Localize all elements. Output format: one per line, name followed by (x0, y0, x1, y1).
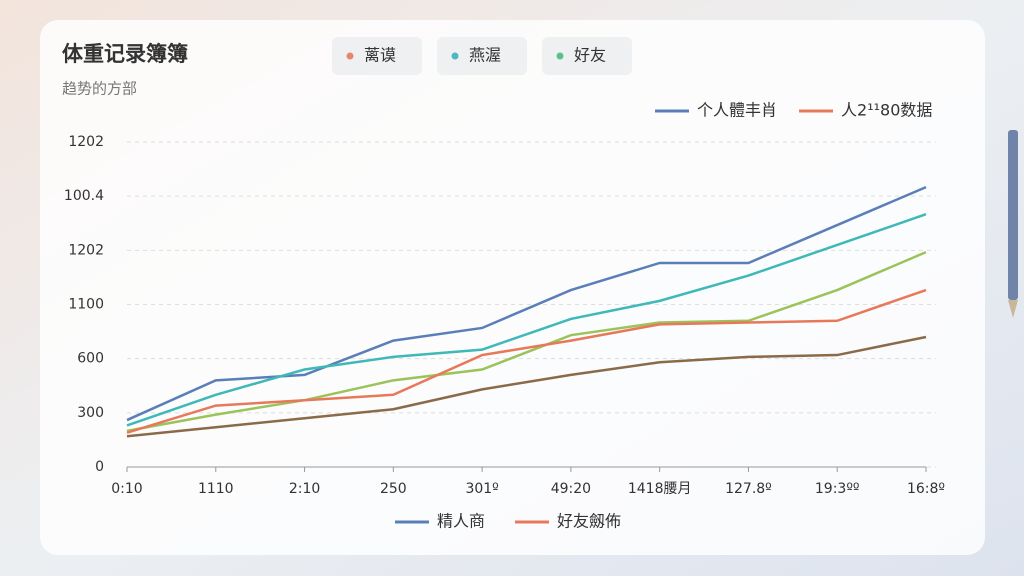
x-tick-label: 2:10 (289, 481, 320, 497)
legend-label: 个人體丰肖 (697, 101, 777, 120)
tab-dot (556, 52, 564, 60)
tab[interactable] (542, 37, 632, 75)
pen (1008, 130, 1018, 318)
line-series (126, 185, 927, 422)
x-tick-label: 49:20 (551, 481, 591, 497)
x-tick-label: 127.8º (725, 481, 772, 497)
y-tick-label: 600 (77, 351, 104, 367)
legend-label: 精人商 (437, 512, 485, 531)
tab[interactable] (332, 37, 422, 75)
tab-label: 蓠谟 (364, 46, 396, 65)
tab-label: 好友 (574, 46, 606, 65)
y-tick-label: 1202 (68, 242, 104, 258)
chart-title: 体重记录簿簿 (62, 42, 188, 66)
tab-dot (346, 52, 354, 60)
tab-label: 燕渥 (469, 46, 501, 65)
line-series (126, 213, 927, 427)
x-tick-label: 19:3ºº (815, 481, 860, 497)
y-tick-label: 100.4 (64, 188, 104, 204)
tab[interactable] (437, 37, 527, 75)
chart-subtitle: 趋势的方部 (62, 80, 137, 98)
x-tick-label: 0:10 (111, 481, 142, 497)
x-tick-label: 301º (465, 481, 498, 497)
x-tick-label: 16:8º (907, 481, 945, 497)
legend-label: 人2¹¹80数据 (841, 101, 932, 120)
y-tick-label: 1100 (68, 297, 104, 313)
y-tick-label: 300 (77, 405, 104, 421)
y-tick-label: 0 (95, 459, 104, 475)
line-series (126, 335, 927, 438)
line-series (126, 288, 927, 434)
x-tick-label: 1110 (198, 481, 234, 497)
line-series (126, 250, 927, 433)
x-tick-label: 250 (380, 481, 407, 497)
tab-dot (451, 52, 459, 60)
y-tick-label: 1202 (68, 134, 104, 150)
x-tick-label: 1418腰月 (628, 481, 692, 497)
legend-label: 好友劔佈 (557, 512, 621, 531)
